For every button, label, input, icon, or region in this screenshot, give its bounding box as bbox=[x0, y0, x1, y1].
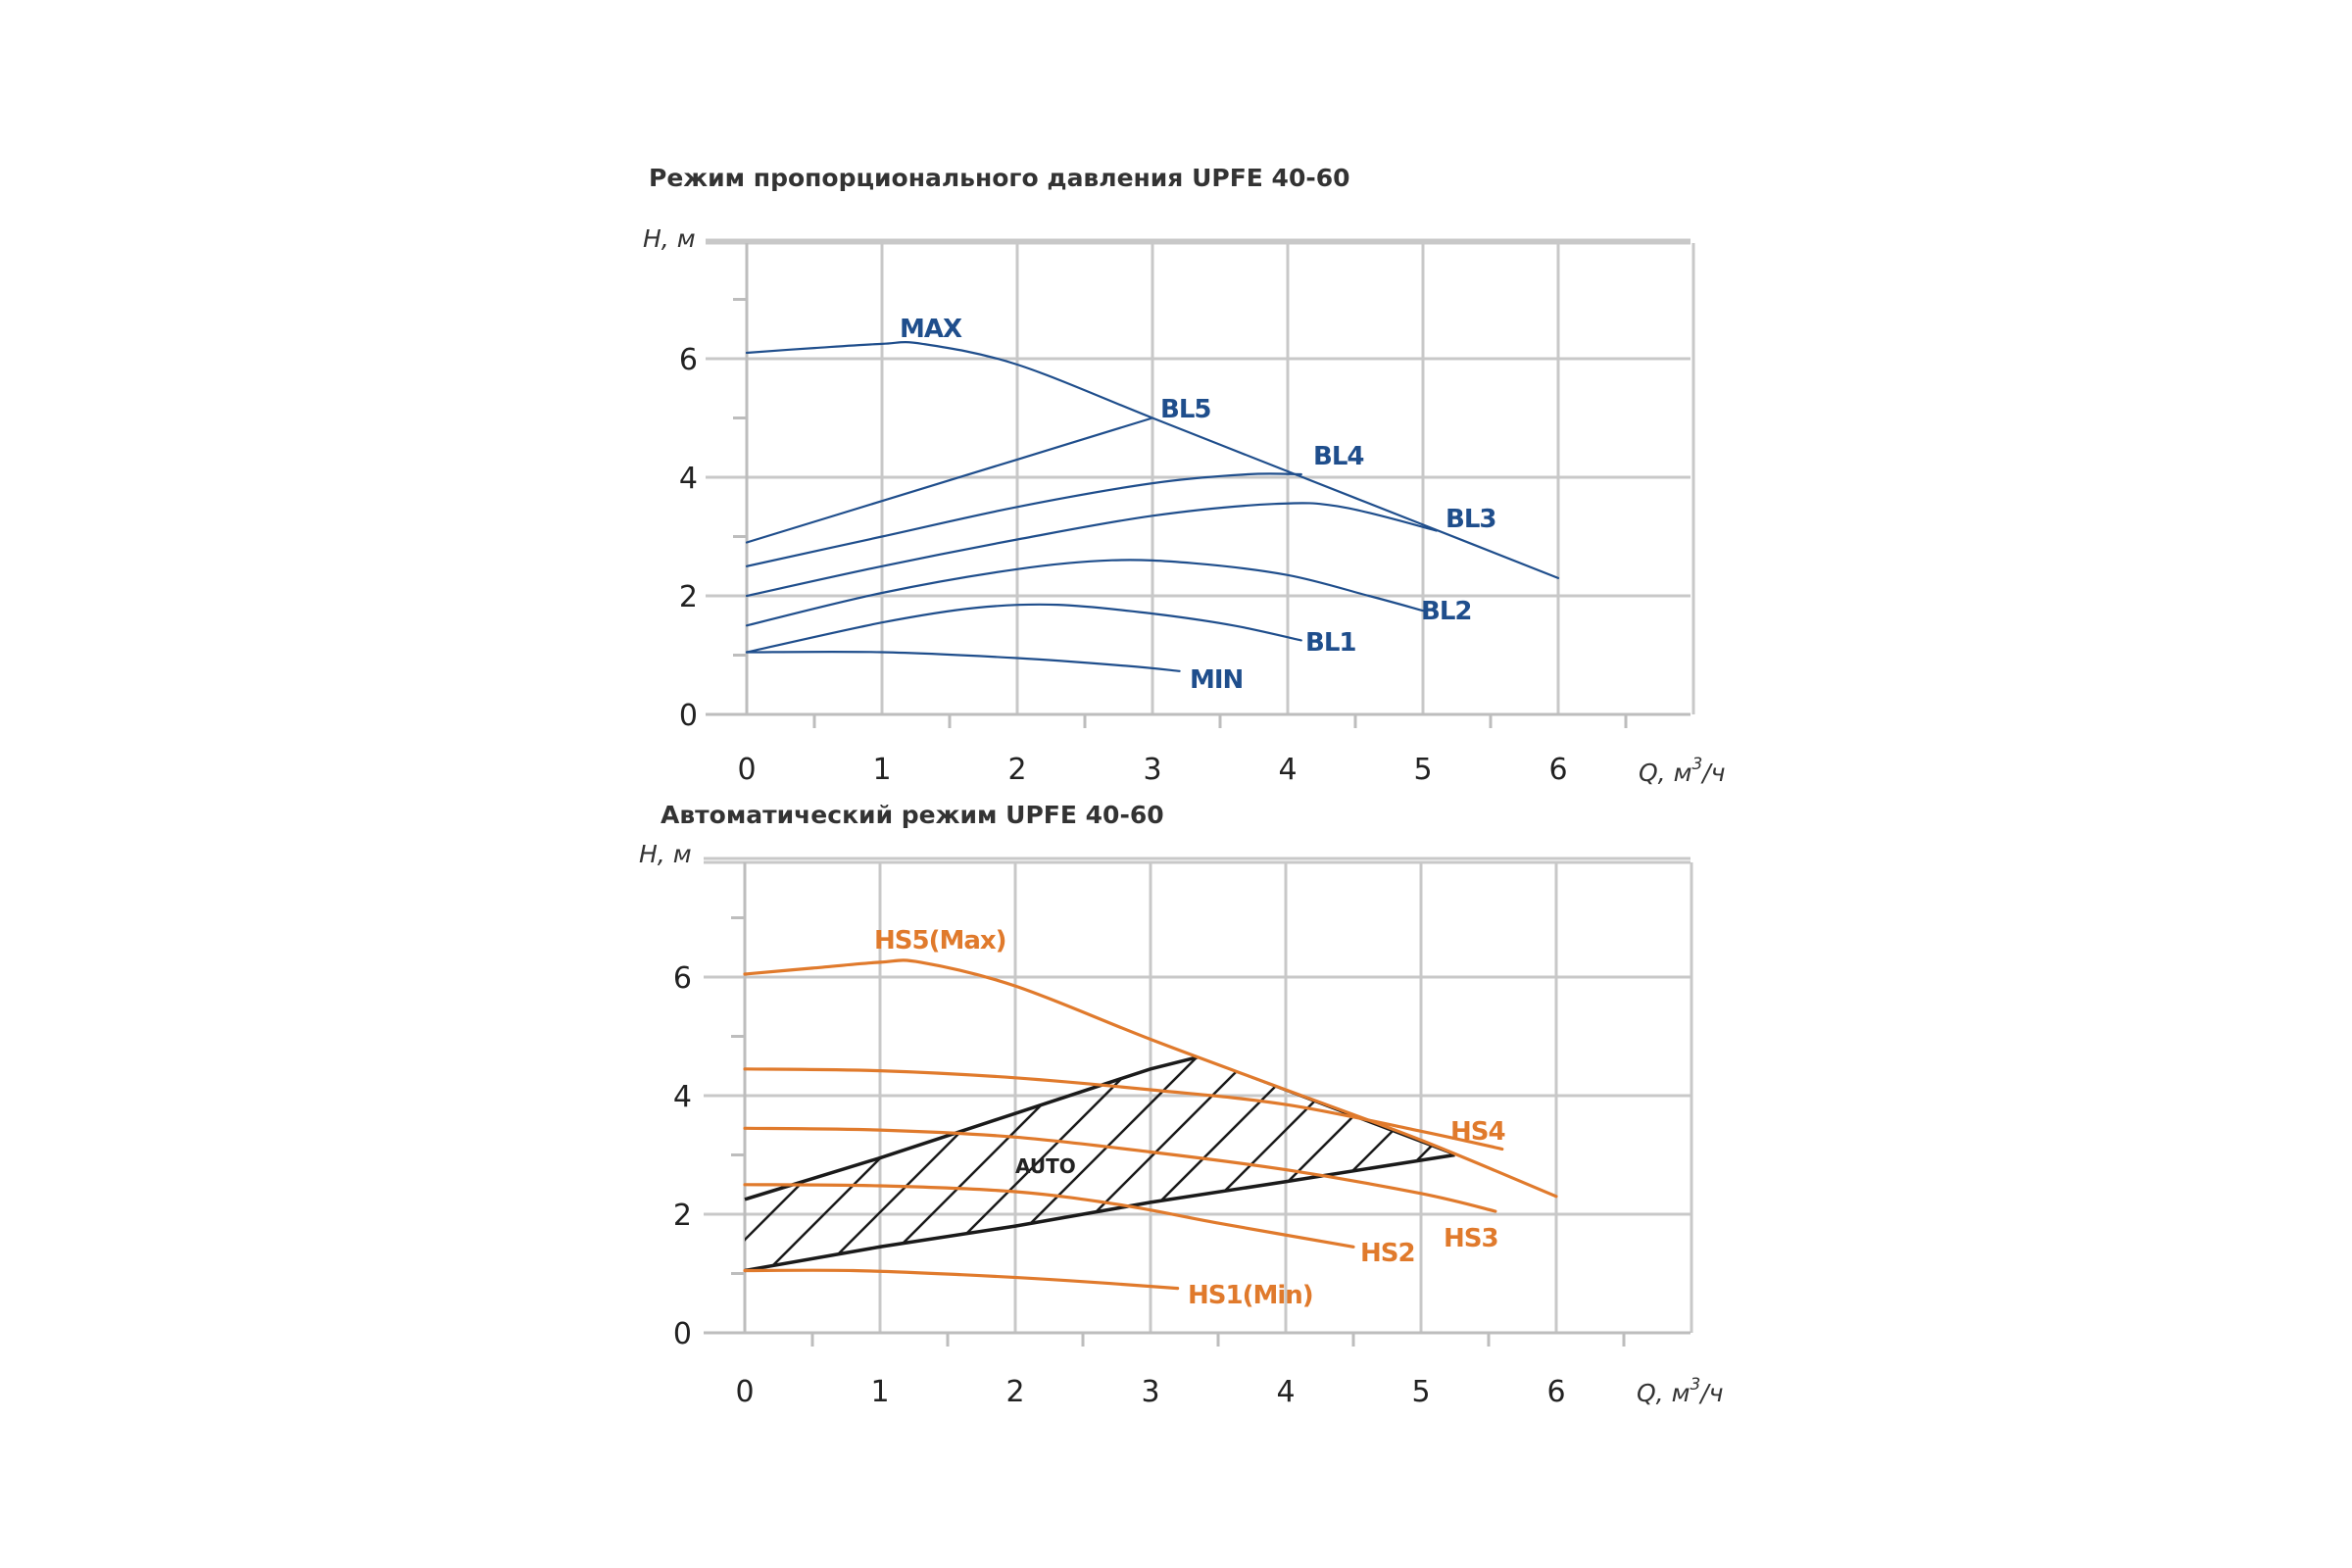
hatch-line bbox=[812, 1056, 1304, 1271]
series-label-bl3: BL3 bbox=[1446, 505, 1495, 534]
hatch-line bbox=[1514, 843, 2004, 1333]
hatch-line bbox=[1784, 843, 2274, 1333]
hatch-line bbox=[220, 843, 710, 1333]
chart-1-series-labels: MAX BL5 BL4 BL3 BL2 BL1 MIN bbox=[900, 315, 1496, 695]
hatch-line bbox=[1891, 843, 2352, 1333]
series-line-hs1-min bbox=[743, 1268, 1180, 1291]
series-label-bl1: BL1 bbox=[1305, 628, 1355, 658]
x-tick-label: 1 bbox=[872, 753, 891, 787]
x-tick-label: 6 bbox=[1548, 753, 1567, 787]
hatch-line bbox=[1999, 843, 2352, 1333]
hatch-line bbox=[1945, 843, 2352, 1333]
series-line-hs5-max bbox=[743, 958, 1558, 1199]
chart-proportional-pressure: Режим пропорционального давления UPFE 40… bbox=[643, 164, 1725, 787]
series-label-bl4: BL4 bbox=[1313, 442, 1363, 471]
chart-2-x-axis-label: Q, м3/ч bbox=[1637, 1375, 1723, 1407]
hatch-line bbox=[1351, 1056, 1455, 1271]
series-label-min: MIN bbox=[1190, 665, 1243, 695]
series-line-hs2 bbox=[743, 1183, 1355, 1249]
chart-1-y-axis-label: H, м bbox=[643, 224, 696, 253]
series-line-min bbox=[745, 650, 1181, 672]
chart-1-axes bbox=[706, 243, 1690, 728]
series-label-hs2: HS2 bbox=[1360, 1239, 1415, 1268]
hatch-line bbox=[59, 843, 549, 1333]
series-label-max: MAX bbox=[900, 315, 962, 344]
x-tick-label: 5 bbox=[1411, 1375, 1430, 1409]
series-line-bl2 bbox=[745, 559, 1425, 627]
series-line-bl1 bbox=[745, 603, 1302, 654]
chart-2-y-axis-label: H, м bbox=[639, 840, 692, 868]
auto-lower-bound bbox=[744, 1152, 1455, 1273]
series-label-hs3: HS3 bbox=[1444, 1224, 1498, 1253]
hatch-line bbox=[745, 1056, 873, 1271]
hatch-line bbox=[1190, 1056, 1455, 1271]
chart-1-y-ticks: 0 2 4 6 bbox=[679, 343, 698, 733]
hatch-line bbox=[1622, 843, 2112, 1333]
chart-1-title: Режим пропорционального давления UPFE 40… bbox=[649, 164, 1350, 192]
chart-2-axes bbox=[704, 862, 1690, 1347]
auto-upper-bound bbox=[744, 1054, 1199, 1201]
series-line-hs4 bbox=[743, 1067, 1504, 1152]
hatch-line bbox=[1460, 843, 1950, 1333]
hatch-line bbox=[759, 1056, 1250, 1271]
hatch-line bbox=[1028, 1056, 1455, 1271]
hatch-line bbox=[1082, 1056, 1455, 1271]
series-line-max bbox=[745, 341, 1560, 579]
auto-region bbox=[59, 843, 2352, 1333]
series-line-hs3 bbox=[743, 1126, 1497, 1213]
series-label-hs1: HS1(Min) bbox=[1188, 1281, 1313, 1310]
hatch-line bbox=[1405, 1056, 1455, 1271]
hatch-line bbox=[1838, 843, 2328, 1333]
hatch-line bbox=[1676, 843, 2166, 1333]
x-tick-label: 1 bbox=[870, 1375, 889, 1409]
auto-hatching bbox=[59, 843, 2352, 1333]
x-tick-label: 2 bbox=[1005, 1375, 1024, 1409]
hatch-line bbox=[113, 843, 603, 1333]
hatch-line bbox=[1730, 843, 2220, 1333]
hatch-line bbox=[1568, 843, 2058, 1333]
hatch-line bbox=[745, 1056, 1035, 1271]
x-tick-label: 3 bbox=[1143, 753, 1161, 787]
hatch-line bbox=[1244, 1056, 1455, 1271]
x-tick-label: 6 bbox=[1546, 1375, 1565, 1409]
y-tick-label: 0 bbox=[673, 1317, 692, 1351]
series-line-bl3 bbox=[745, 502, 1438, 598]
x-tick-label: 0 bbox=[737, 753, 756, 787]
x-tick-label: 2 bbox=[1007, 753, 1026, 787]
hatch-line bbox=[745, 1056, 1143, 1271]
chart-2-grid bbox=[704, 857, 1693, 1333]
series-line-bl4 bbox=[745, 472, 1302, 567]
hatch-line bbox=[920, 1056, 1412, 1271]
series-line-bl5 bbox=[745, 416, 1154, 544]
y-tick-label: 6 bbox=[679, 343, 698, 377]
y-tick-label: 6 bbox=[673, 961, 692, 996]
x-tick-label: 4 bbox=[1278, 753, 1297, 787]
x-tick-label: 4 bbox=[1276, 1375, 1295, 1409]
series-label-hs4: HS4 bbox=[1450, 1117, 1505, 1147]
series-label-bl2: BL2 bbox=[1421, 597, 1471, 626]
chart-1-x-axis-label: Q, м3/ч bbox=[1639, 755, 1725, 787]
chart-2-x-ticks: 0 1 2 3 4 5 6 bbox=[735, 1375, 1565, 1409]
chart-2-series bbox=[743, 958, 1558, 1291]
chart-2-y-ticks: 0 2 4 6 bbox=[673, 961, 692, 1351]
chart-1-series bbox=[745, 341, 1560, 672]
chart-1-x-ticks: 0 1 2 3 4 5 6 bbox=[737, 753, 1567, 787]
chart-2-title: Автоматический режим UPFE 40-60 bbox=[661, 801, 1164, 829]
x-tick-label: 5 bbox=[1413, 753, 1432, 787]
y-tick-label: 2 bbox=[679, 580, 698, 614]
hatch-line bbox=[167, 843, 657, 1333]
auto-region-label: AUTO bbox=[1015, 1154, 1076, 1178]
y-tick-label: 4 bbox=[673, 1080, 692, 1114]
series-label-hs5: HS5(Max) bbox=[874, 926, 1006, 956]
y-tick-label: 4 bbox=[679, 462, 698, 496]
chart-2-series-labels: HS5(Max) HS4 HS3 HS2 HS1(Min) bbox=[874, 926, 1506, 1310]
x-tick-label: 3 bbox=[1141, 1375, 1159, 1409]
x-tick-label: 0 bbox=[735, 1375, 754, 1409]
y-tick-label: 2 bbox=[673, 1199, 692, 1233]
y-tick-label: 0 bbox=[679, 699, 698, 733]
series-label-bl5: BL5 bbox=[1160, 395, 1210, 424]
